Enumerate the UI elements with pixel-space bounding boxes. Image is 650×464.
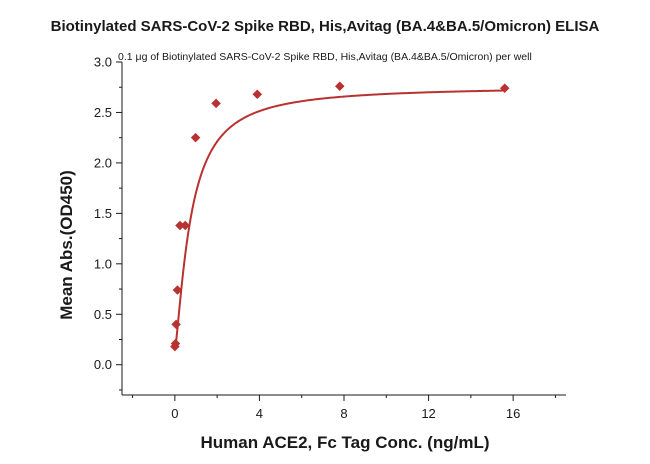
y-axis-label: Mean Abs.(OD450) [57, 170, 76, 320]
data-point [190, 132, 201, 143]
chart-subtitle: 0.1 μg of Biotinylated SARS-CoV-2 Spike … [118, 51, 532, 63]
x-axis-label: Human ACE2, Fc Tag Conc. (ng/mL) [200, 433, 489, 452]
data-points [170, 81, 510, 352]
y-tick-label: 0.0 [94, 357, 112, 372]
data-point [172, 285, 183, 295]
data-point [499, 83, 510, 94]
data-point [170, 338, 181, 349]
data-point [252, 89, 263, 100]
data-point [171, 319, 181, 330]
data-point [334, 81, 345, 92]
y-tick-label: 2.0 [94, 155, 112, 170]
data-point [211, 98, 221, 109]
x-tick-label: 0 [171, 406, 178, 421]
x-tick-label: 16 [506, 406, 520, 421]
y-tick-label: 3.0 [94, 55, 112, 70]
y-tick-label: 1.5 [94, 206, 112, 221]
fit-curve [173, 89, 505, 351]
chart-title: Biotinylated SARS-CoV-2 Spike RBD, His,A… [51, 18, 600, 35]
fit-curve-layer [173, 89, 505, 351]
x-tick-label: 4 [256, 406, 263, 421]
y-tick-label: 2.5 [94, 105, 112, 120]
axes: 0.0 0.5 1.0 1.5 2.0 2.5 3.0 0 4 8 12 16 [94, 55, 566, 421]
y-tick-label: 0.5 [94, 307, 112, 322]
data-point [180, 220, 191, 231]
x-tick-label: 8 [340, 406, 347, 421]
x-tick-label: 12 [421, 406, 435, 421]
y-tick-label: 1.0 [94, 256, 112, 271]
